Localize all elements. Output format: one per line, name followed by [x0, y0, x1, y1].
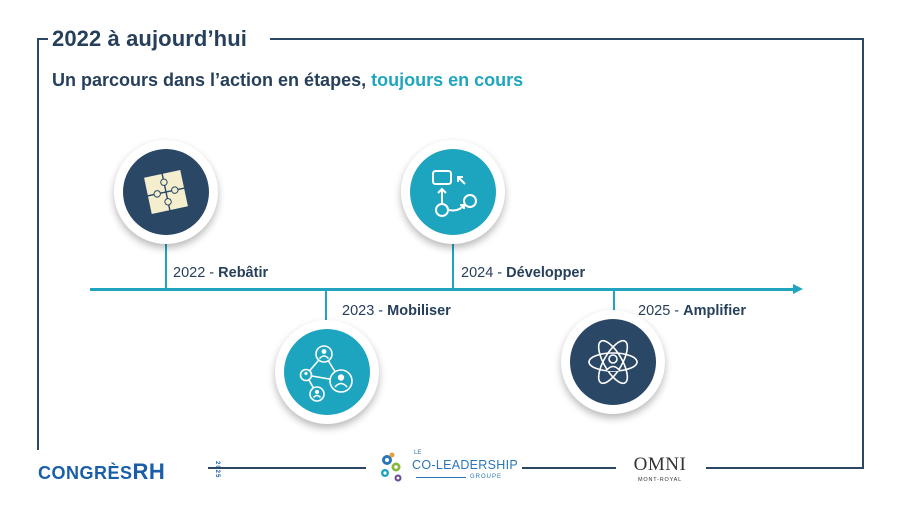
frame-right — [862, 38, 864, 469]
colead-name: CO-LEADERSHIP — [412, 458, 519, 472]
omni-text: OMNI — [633, 454, 687, 475]
tick-2023 — [325, 290, 327, 320]
co-leadership-logo: LE CO-LEADERSHIP GROUPE — [378, 450, 518, 484]
puzzle-icon — [142, 168, 190, 216]
icon-circle — [284, 329, 370, 415]
tick-2024 — [452, 240, 454, 290]
tick-2022 — [165, 240, 167, 290]
timeline-arrow — [793, 284, 803, 294]
congres-text: CONGRÈS — [38, 463, 133, 483]
milestone-year: 2025 - — [638, 303, 684, 319]
icon-circle — [123, 149, 209, 235]
people-network-icon — [299, 345, 353, 402]
milestone-label-2023: 2023 - Mobiliser — [342, 303, 451, 319]
milestone-name: Amplifier — [683, 303, 746, 319]
congres-rh-logo: CONGRÈSRH 2025 — [38, 459, 220, 485]
omni-sub: MONT-ROYAL — [638, 477, 682, 483]
frame-left — [37, 38, 39, 450]
omni-logo: OMNI MONT-ROYAL — [628, 454, 692, 483]
icon-circle — [410, 149, 496, 235]
milestone-year: 2022 - — [173, 265, 219, 281]
colead-le: LE — [414, 450, 422, 456]
milestone-label-2025: 2025 - Amplifier — [638, 303, 746, 319]
footer-line-right — [706, 467, 864, 469]
tick-2025 — [613, 290, 615, 316]
milestone-year: 2023 - — [342, 303, 388, 319]
colead-groupe: GROUPE — [470, 474, 503, 480]
page-title: 2022 à aujourd’hui — [48, 26, 255, 52]
milestone-icon-2023 — [275, 320, 379, 424]
icon-circle — [570, 319, 656, 405]
subtitle-main: Un parcours dans l’action en étapes, — [52, 70, 372, 90]
congres-year: 2025 — [214, 461, 220, 479]
page-subtitle: Un parcours dans l’action en étapes, tou… — [52, 70, 523, 91]
footer-line-middle — [522, 467, 616, 469]
frame-top-left — [37, 38, 49, 40]
workflow-icon — [432, 170, 477, 217]
timeline-axis — [90, 288, 796, 291]
milestone-name: Mobiliser — [387, 303, 451, 319]
milestone-icon-2024 — [401, 140, 505, 244]
atom-person-icon — [588, 339, 638, 385]
milestone-icon-2022 — [114, 140, 218, 244]
subtitle-accent: toujours en cours — [371, 70, 524, 90]
rh-text: RH — [132, 459, 166, 484]
milestone-name: Développer — [506, 265, 586, 281]
groupe-divider — [416, 477, 466, 478]
milestone-year: 2024 - — [461, 265, 507, 281]
milestone-label-2024: 2024 - Développer — [461, 265, 585, 281]
milestone-name: Rebâtir — [218, 265, 269, 281]
gears-icon — [381, 452, 402, 482]
milestone-label-2022: 2022 - Rebâtir — [173, 265, 268, 281]
frame-top — [270, 38, 864, 40]
footer-line-left — [208, 467, 366, 469]
milestone-icon-2025 — [561, 310, 665, 414]
